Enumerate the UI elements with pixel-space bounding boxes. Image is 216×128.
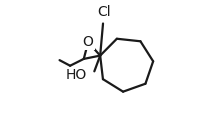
Text: Cl: Cl	[97, 5, 110, 19]
Text: HO: HO	[66, 68, 87, 82]
Text: O: O	[83, 35, 94, 49]
